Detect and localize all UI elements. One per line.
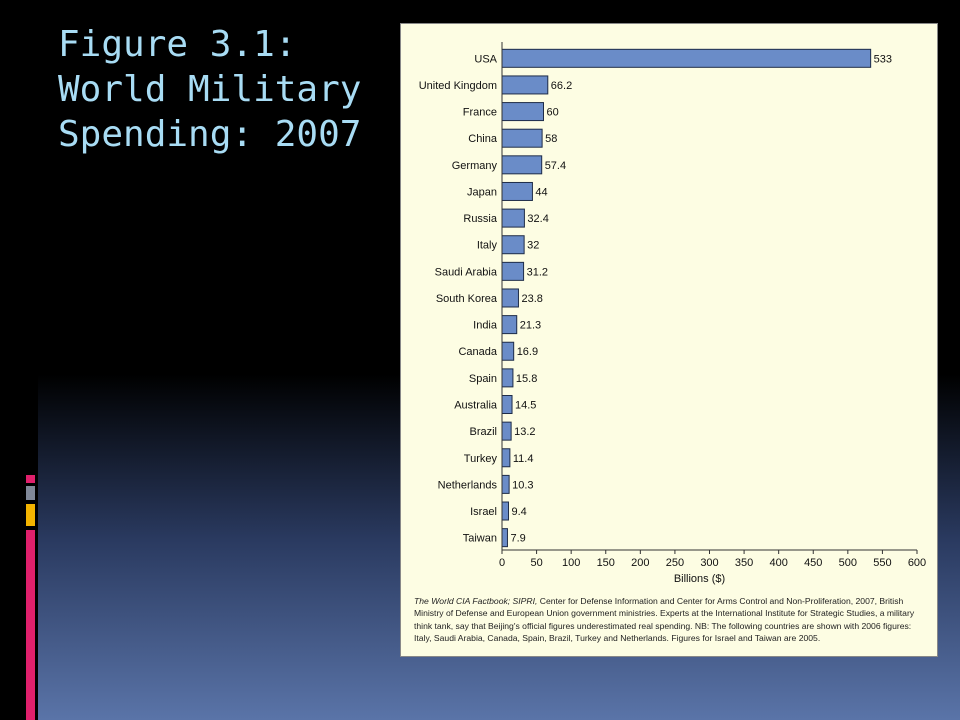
bar (501, 181, 533, 201)
bar (501, 48, 872, 68)
data-label: 32 (527, 240, 539, 252)
category-label: Brazil (469, 426, 497, 438)
x-tick-label: 300 (700, 557, 718, 569)
bar (501, 288, 519, 308)
x-tick-label: 550 (873, 557, 891, 569)
category-label: United Kingdom (419, 80, 497, 92)
category-label: France (463, 107, 497, 119)
category-label: Italy (477, 240, 498, 252)
category-label: Spain (469, 373, 497, 385)
data-label: 533 (874, 53, 892, 65)
data-label: 58 (545, 133, 557, 145)
source-text: Center for Defense Information and Cente… (414, 596, 915, 644)
x-tick-label: 350 (735, 557, 753, 569)
category-label: Germany (452, 160, 498, 172)
data-label: 14.5 (515, 400, 536, 412)
category-label: Israel (470, 506, 497, 518)
x-tick-label: 100 (562, 557, 580, 569)
bar (501, 261, 525, 281)
title-line: World Military (58, 69, 362, 110)
bar (501, 208, 525, 228)
bar (501, 75, 549, 95)
bar (501, 448, 511, 468)
category-label: South Korea (436, 293, 498, 305)
category-label: USA (474, 53, 497, 65)
data-label: 21.3 (520, 320, 541, 332)
accent-bar-gray (26, 486, 35, 500)
military-spending-bar-chart: USA 533 United Kingdom 66.2 France 60 China 58 G… (419, 42, 926, 585)
x-tick-label: 500 (839, 557, 857, 569)
x-axis-title: Billions ($) (674, 573, 725, 585)
x-tick-label: 150 (597, 557, 615, 569)
bar (501, 395, 513, 415)
category-label: Canada (458, 346, 497, 358)
x-tick-label: 450 (804, 557, 822, 569)
data-label: 7.9 (510, 533, 525, 545)
data-label: 31.2 (527, 266, 548, 278)
x-tick-label: 200 (631, 557, 649, 569)
data-label: 11.4 (513, 453, 534, 465)
category-label: Japan (467, 186, 497, 198)
bar (501, 368, 514, 388)
bar (501, 102, 544, 122)
x-tick-label: 250 (666, 557, 684, 569)
category-label: China (468, 133, 498, 145)
x-tick-label: 600 (908, 557, 926, 569)
x-tick-label: 400 (769, 557, 787, 569)
bar (501, 315, 518, 335)
source-citation: The World CIA Factbook; SIPRI, (414, 596, 538, 606)
data-label: 23.8 (521, 293, 542, 305)
x-tick-label: 50 (530, 557, 542, 569)
data-label: 16.9 (517, 346, 538, 358)
data-label: 10.3 (512, 479, 533, 491)
bar (501, 421, 512, 441)
figure-panel: USA 533 United Kingdom 66.2 France 60 China 58 G… (400, 23, 938, 657)
bar (501, 155, 543, 175)
x-tick-label: 0 (499, 557, 505, 569)
bar (501, 341, 515, 361)
category-label: Russia (463, 213, 498, 225)
data-label: 57.4 (545, 160, 566, 172)
data-label: 9.4 (512, 506, 527, 518)
slide-title: Figure 3.1: World Military Spending: 200… (58, 22, 388, 157)
bar (501, 474, 510, 494)
accent-bar-pink-long (26, 530, 35, 720)
data-label: 32.4 (527, 213, 548, 225)
source-note: The World CIA Factbook; SIPRI, Center fo… (414, 595, 926, 645)
title-line: Figure 3.1: (58, 24, 297, 65)
accent-bar-yellow (26, 504, 35, 526)
category-label: Australia (454, 400, 498, 412)
bar (501, 235, 525, 255)
data-label: 44 (535, 186, 547, 198)
accent-bar-pink-top (26, 475, 35, 483)
bar (501, 528, 508, 548)
bar (501, 501, 510, 521)
data-label: 15.8 (516, 373, 537, 385)
category-label: Taiwan (463, 533, 497, 545)
data-label: 66.2 (551, 80, 572, 92)
category-label: India (473, 320, 498, 332)
data-label: 13.2 (514, 426, 535, 438)
category-label: Turkey (464, 453, 498, 465)
title-line: Spending: 2007 (58, 114, 362, 155)
data-label: 60 (547, 107, 559, 119)
bar (501, 128, 543, 148)
category-label: Netherlands (438, 479, 498, 491)
category-label: Saudi Arabia (435, 266, 498, 278)
